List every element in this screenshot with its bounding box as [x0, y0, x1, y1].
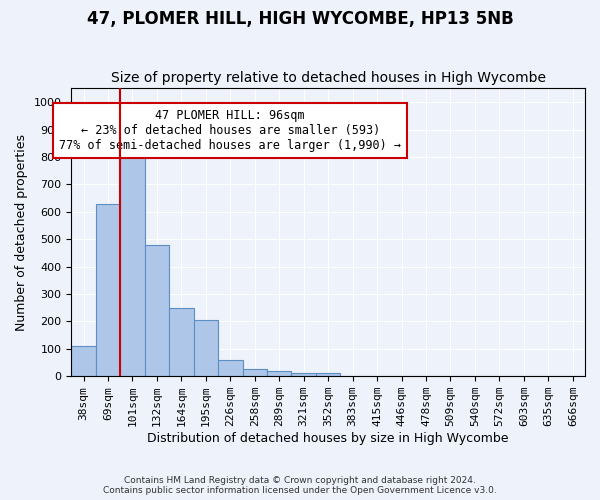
- X-axis label: Distribution of detached houses by size in High Wycombe: Distribution of detached houses by size …: [148, 432, 509, 445]
- Text: Contains HM Land Registry data © Crown copyright and database right 2024.
Contai: Contains HM Land Registry data © Crown c…: [103, 476, 497, 495]
- Bar: [169, 308, 194, 376]
- Bar: [218, 360, 242, 376]
- Bar: [96, 204, 120, 376]
- Title: Size of property relative to detached houses in High Wycombe: Size of property relative to detached ho…: [110, 70, 545, 85]
- Bar: [292, 373, 316, 376]
- Bar: [145, 244, 169, 376]
- Bar: [242, 368, 267, 376]
- Text: 47 PLOMER HILL: 96sqm
← 23% of detached houses are smaller (593)
77% of semi-det: 47 PLOMER HILL: 96sqm ← 23% of detached …: [59, 109, 401, 152]
- Bar: [194, 320, 218, 376]
- Bar: [71, 346, 96, 376]
- Bar: [316, 374, 340, 376]
- Text: 47, PLOMER HILL, HIGH WYCOMBE, HP13 5NB: 47, PLOMER HILL, HIGH WYCOMBE, HP13 5NB: [86, 10, 514, 28]
- Y-axis label: Number of detached properties: Number of detached properties: [15, 134, 28, 331]
- Bar: [120, 156, 145, 376]
- Bar: [267, 372, 292, 376]
